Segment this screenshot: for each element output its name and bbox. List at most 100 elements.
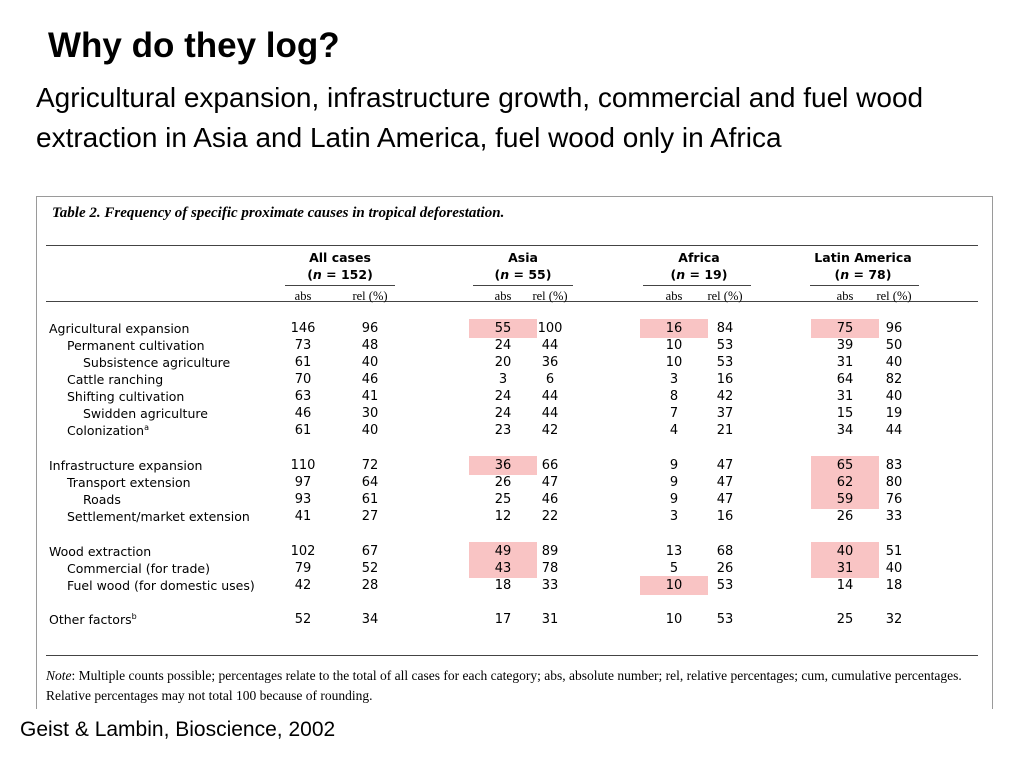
rel-cell: 68 xyxy=(716,544,734,559)
rel-cell: 52 xyxy=(361,561,379,576)
highlight-cell xyxy=(811,473,879,492)
abs-cell: 79 xyxy=(294,561,312,576)
rel-cell: 37 xyxy=(716,406,734,421)
rel-cell: 27 xyxy=(361,509,379,524)
group-count-open: ( xyxy=(307,267,313,282)
row-label-text: Other factors xyxy=(49,612,132,628)
row-label-text: Permanent cultivation xyxy=(67,338,205,353)
rel-cell: 64 xyxy=(361,475,379,490)
rel-cell: 53 xyxy=(716,612,734,627)
table-header-rule xyxy=(46,301,978,302)
highlight-cell xyxy=(469,542,537,561)
rel-cell: 41 xyxy=(361,389,379,404)
group-count-var: n xyxy=(840,267,850,282)
rel-cell: 34 xyxy=(361,612,379,627)
rel-cell: 40 xyxy=(361,423,379,438)
rel-cell: 26 xyxy=(716,561,734,576)
abs-cell: 55 xyxy=(494,321,512,336)
rel-cell: 53 xyxy=(716,338,734,353)
table-bottom-rule xyxy=(46,655,978,656)
abs-cell: 10 xyxy=(665,612,683,627)
group-header-1: Asia (n = 55) xyxy=(463,250,583,284)
group-count-var: n xyxy=(676,267,686,282)
rel-cell: 76 xyxy=(885,492,903,507)
abs-cell: 26 xyxy=(836,509,854,524)
rel-cell: 84 xyxy=(716,321,734,336)
abs-cell: 75 xyxy=(836,321,854,336)
rel-cell: 18 xyxy=(885,578,903,593)
abs-cell: 23 xyxy=(494,423,512,438)
group-count: (n = 78) xyxy=(803,266,923,284)
rel-cell: 36 xyxy=(541,355,559,370)
rel-cell: 53 xyxy=(716,578,734,593)
footnote-marker: b xyxy=(131,612,137,621)
row-label-text: Fuel wood (for domestic uses) xyxy=(67,578,255,593)
abs-cell: 73 xyxy=(294,338,312,353)
group-count-value: = 78) xyxy=(849,267,892,282)
highlight-cell xyxy=(811,559,879,578)
slide-subtitle: Agricultural expansion, infrastructure g… xyxy=(36,82,924,153)
abs-cell: 93 xyxy=(294,492,312,507)
rel-cell: 96 xyxy=(885,321,903,336)
row-label-text: Shifting cultivation xyxy=(67,389,185,404)
footnote-marker: a xyxy=(144,423,149,432)
abs-header: abs xyxy=(494,289,512,303)
rel-cell: 16 xyxy=(716,509,734,524)
abs-cell: 24 xyxy=(494,389,512,404)
abs-cell: 31 xyxy=(836,389,854,404)
rel-cell: 89 xyxy=(541,544,559,559)
abs-cell: 62 xyxy=(836,475,854,490)
abs-cell: 16 xyxy=(665,321,683,336)
rel-cell: 16 xyxy=(716,372,734,387)
abs-cell: 34 xyxy=(836,423,854,438)
row-label: Roads xyxy=(83,492,121,507)
rel-cell: 72 xyxy=(361,458,379,473)
abs-cell: 110 xyxy=(290,458,316,473)
rel-cell: 6 xyxy=(545,372,555,387)
row-label-text: Transport extension xyxy=(67,475,191,490)
row-label-text: Infrastructure expansion xyxy=(49,458,203,473)
abs-cell: 31 xyxy=(836,561,854,576)
rel-cell: 83 xyxy=(885,458,903,473)
group-name: Latin America xyxy=(814,250,912,265)
highlight-cell xyxy=(640,319,708,338)
row-label-text: Roads xyxy=(83,492,121,507)
row-label: Infrastructure expansion xyxy=(49,458,202,473)
rel-cell: 42 xyxy=(541,423,559,438)
group-header-0: All cases (n = 152) xyxy=(280,250,400,284)
group-name: Asia xyxy=(508,250,538,265)
abs-header: abs xyxy=(294,289,312,303)
row-label-text: Settlement/market extension xyxy=(67,509,250,524)
abs-cell: 3 xyxy=(669,372,679,387)
note-text: : Multiple counts possible; percentages … xyxy=(46,668,962,703)
row-label: Settlement/market extension xyxy=(67,509,250,524)
abs-header: abs xyxy=(665,289,683,303)
group-count: (n = 19) xyxy=(639,266,759,284)
rel-cell: 40 xyxy=(885,561,903,576)
group-header-2: Africa (n = 19) xyxy=(639,250,759,284)
abs-cell: 9 xyxy=(669,492,679,507)
abs-cell: 43 xyxy=(494,561,512,576)
rel-cell: 47 xyxy=(716,492,734,507)
rel-cell: 78 xyxy=(541,561,559,576)
group-count-open: ( xyxy=(670,267,677,282)
rel-cell: 100 xyxy=(537,321,563,336)
abs-cell: 36 xyxy=(494,458,512,473)
table-caption: Table 2. Frequency of specific proximate… xyxy=(52,205,505,221)
row-label-text: Commercial (for trade) xyxy=(67,561,210,576)
group-count-value: = 152) xyxy=(321,267,373,282)
abs-cell: 70 xyxy=(294,372,312,387)
abs-cell: 46 xyxy=(294,406,312,421)
abs-cell: 49 xyxy=(494,544,512,559)
row-label-text: Cattle ranching xyxy=(67,372,164,387)
abs-header: abs xyxy=(836,289,854,303)
rel-cell: 32 xyxy=(885,612,903,627)
group-count-var: n xyxy=(500,267,510,282)
group-name: Africa xyxy=(678,250,720,265)
rel-cell: 48 xyxy=(361,338,379,353)
abs-cell: 40 xyxy=(836,544,854,559)
abs-cell: 24 xyxy=(494,338,512,353)
slide-title: Why do they log? xyxy=(48,26,340,65)
rel-cell: 44 xyxy=(541,389,559,404)
rel-cell: 33 xyxy=(885,509,903,524)
